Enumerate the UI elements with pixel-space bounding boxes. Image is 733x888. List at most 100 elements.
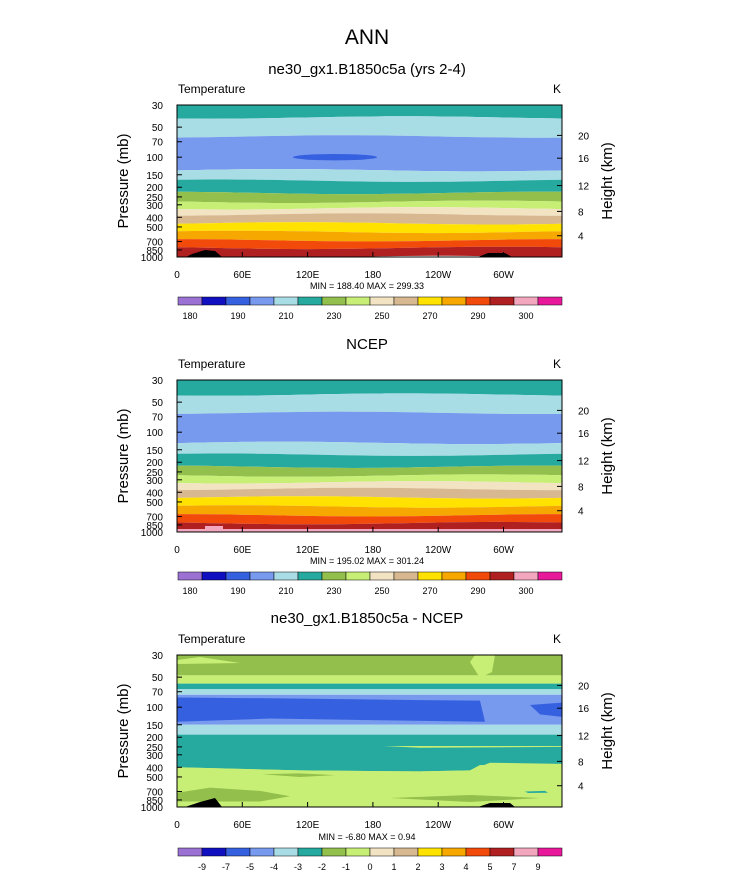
contour-patch (177, 655, 562, 670)
colorbar-label: -4 (270, 862, 278, 872)
contour-band (177, 453, 562, 468)
x-tick-label: 60E (233, 820, 251, 831)
colorbar-swatch (513, 571, 539, 581)
y-tick-label: 700 (146, 238, 163, 249)
colorbar-label: 180 (182, 586, 197, 596)
y-tick-label: 200 (146, 733, 163, 744)
contour-band (177, 505, 562, 517)
colorbar-swatch (441, 571, 467, 581)
colorbar-swatch (297, 571, 323, 581)
right-tick-label: 4 (578, 782, 584, 793)
colorbar-swatch (513, 847, 539, 857)
y-tick-label: 250 (146, 468, 163, 479)
y-tick-label: 400 (146, 213, 163, 224)
plot-frame (176, 654, 563, 808)
colorbar-swatch (489, 847, 515, 857)
y-tick-label: 30 (152, 376, 164, 387)
colorbar-swatch (417, 296, 443, 306)
stats-label: MIN = 195.02 MAX = 301.24 (310, 556, 424, 566)
y-tick-label: 700 (146, 788, 163, 799)
colorbar-swatch (177, 847, 203, 857)
colorbar-label: 7 (511, 862, 516, 872)
contour-band (177, 380, 562, 396)
contour-patch (470, 655, 495, 678)
contour-blob (293, 153, 377, 161)
y-tick-label: 70 (152, 688, 164, 699)
right-tick-label: 4 (578, 232, 584, 243)
contour-band (177, 514, 562, 525)
contour-band (177, 465, 562, 477)
topography (185, 798, 222, 807)
y-axis-label: Pressure (mb) (115, 683, 132, 778)
plot-area (177, 380, 562, 532)
x-tick-label: 120E (296, 545, 320, 556)
right-tick-label: 8 (578, 207, 584, 218)
right-tick-label: 20 (578, 406, 590, 417)
panel-title: ne30_gx1.B1850c5a (yrs 2-4) (268, 61, 466, 78)
y-tick-label: 100 (146, 703, 163, 714)
y-tick-label: 1000 (141, 253, 164, 264)
colorbar-swatch (345, 847, 371, 857)
colorbar-swatch (321, 296, 347, 306)
colorbar-swatch (345, 296, 371, 306)
colorbar-swatch (393, 847, 419, 857)
colorbar-label: 270 (422, 311, 437, 321)
contour-band (177, 207, 562, 216)
colorbar-label: 250 (374, 311, 389, 321)
y-tick-label: 50 (152, 673, 164, 684)
colorbar-label: 2 (415, 862, 420, 872)
y-tick-label: 200 (146, 183, 163, 194)
colorbar-swatch (537, 296, 563, 306)
topography (186, 250, 222, 257)
colorbar-swatch (177, 571, 203, 581)
colorbar-swatch (249, 571, 275, 581)
colorbar-label: 4 (463, 862, 468, 872)
contour-band (177, 393, 562, 414)
right-tick-label: 12 (578, 182, 590, 193)
units-label: K (553, 357, 561, 371)
y-tick-label: 50 (152, 123, 164, 134)
y-tick-label: 250 (146, 193, 163, 204)
colorbar-swatch (297, 296, 323, 306)
contour-patch (177, 657, 240, 664)
y-tick-label: 850 (146, 521, 163, 532)
colorbar-swatch (249, 296, 275, 306)
x-tick-label: 0 (174, 545, 180, 556)
colorbar-label: 250 (374, 586, 389, 596)
contour-band (177, 222, 562, 234)
colorbar-swatch (441, 296, 467, 306)
colorbar-label: -9 (198, 862, 206, 872)
y-tick-label: 150 (146, 446, 163, 457)
y-tick-label: 1000 (141, 803, 164, 814)
contour-band (177, 105, 562, 119)
colorbar-label: 270 (422, 586, 437, 596)
colorbar-label: 290 (470, 586, 485, 596)
colorbar-swatch (249, 847, 275, 857)
colorbar-label: 190 (230, 586, 245, 596)
y-tick-label: 500 (146, 498, 163, 509)
colorbar-swatch (201, 571, 227, 581)
right-tick-label: 8 (578, 757, 584, 768)
right-tick-label: 12 (578, 732, 590, 743)
contour-band (177, 411, 562, 445)
contour-band (177, 441, 562, 456)
x-tick-label: 180 (365, 820, 382, 831)
colorbar-label: 210 (278, 311, 293, 321)
contour-band (177, 200, 562, 210)
panel-title: NCEP (346, 336, 388, 353)
colorbar-swatch (489, 571, 515, 581)
y-tick-label: 200 (146, 458, 163, 469)
contour-band (177, 689, 562, 695)
colorbar-swatch (537, 847, 563, 857)
contour-band (177, 496, 562, 508)
colorbar-swatch (441, 847, 467, 857)
y-tick-label: 500 (146, 773, 163, 784)
x-tick-label: 120W (425, 820, 452, 831)
colorbar-swatch (225, 847, 251, 857)
colorbar-label: 300 (518, 586, 533, 596)
right-tick-label: 16 (578, 704, 590, 715)
y-tick-label: 500 (146, 223, 163, 234)
colorbar-label: 230 (326, 586, 341, 596)
y-tick-label: 100 (146, 153, 163, 164)
